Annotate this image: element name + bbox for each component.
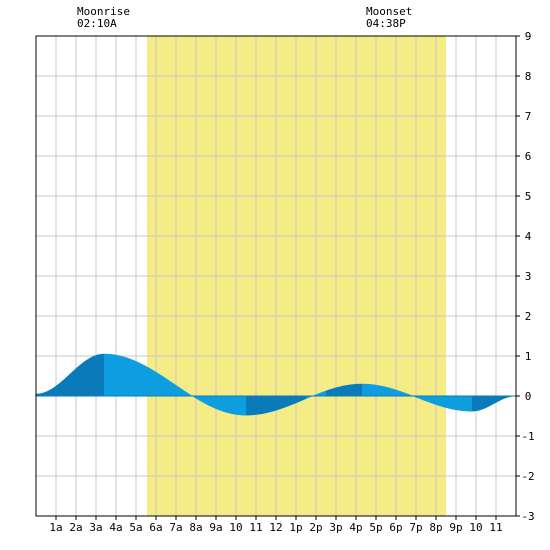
moonset-label: Moonset 04:38P [366, 6, 412, 30]
y-tick-label: 9 [525, 30, 532, 43]
tide-segment [195, 395, 217, 410]
x-axis-ticks: 1a 2a 3a 4a 5a 6a 7a 8a 9a 10 11 12 1p 2p 3p 4p 5p 6p 7p 8p… [49, 516, 503, 534]
x-tick-label: 6p [389, 521, 402, 534]
y-tick-label: 7 [525, 110, 532, 123]
y-tick-label: -2 [521, 470, 534, 483]
x-tick-label: 8p [429, 521, 442, 534]
y-tick-label: 3 [525, 270, 532, 283]
y-tick-label: 1 [525, 350, 532, 363]
x-tick-label: 11 [489, 521, 502, 534]
x-tick-label: 5a [129, 521, 142, 534]
moonrise-label: Moonrise 02:10A [77, 6, 130, 30]
x-tick-label: 8a [189, 521, 202, 534]
tide-segment [135, 360, 157, 397]
x-tick-label: 6a [149, 521, 162, 534]
tide-segment-dark [472, 396, 516, 412]
x-tick-label: 10 [229, 521, 242, 534]
x-tick-label: 9p [449, 521, 462, 534]
moonset-title: Moonset [366, 5, 413, 18]
x-tick-label: 2p [309, 521, 322, 534]
y-tick-label: 5 [525, 190, 532, 203]
moonrise-time: 02:10A [77, 17, 117, 30]
tide-segment [175, 384, 197, 399]
tide-area [36, 353, 516, 416]
tide-segment-dark [246, 396, 306, 416]
y-tick-label: -3 [521, 510, 534, 523]
x-tick-label: 7a [169, 521, 182, 534]
x-tick-label: 4p [349, 521, 362, 534]
x-tick-label: 2a [69, 521, 82, 534]
tide-segment [215, 395, 237, 415]
y-tick-label: -1 [521, 430, 534, 443]
x-tick-label: 3a [89, 521, 102, 534]
x-tick-label: 11 [249, 521, 262, 534]
tide-segment [435, 395, 457, 411]
x-tick-label: 1a [49, 521, 62, 534]
x-tick-label: 9a [209, 521, 222, 534]
x-tick-label: 7p [409, 521, 422, 534]
x-tick-label: 12 [269, 521, 282, 534]
y-axis-ticks: 9 8 7 6 5 4 3 2 1 0 -1 -2 -3 [516, 30, 535, 523]
tide-segment [455, 395, 477, 412]
y-tick-label: 4 [525, 230, 532, 243]
tide-segment [375, 384, 397, 397]
tide-segment [155, 371, 177, 397]
x-tick-label: 10 [469, 521, 482, 534]
grid-lines [36, 36, 516, 516]
tide-segment [115, 354, 137, 397]
tide-segment-dark [36, 354, 104, 396]
y-tick-label: 2 [525, 310, 532, 323]
x-tick-label: 1p [289, 521, 302, 534]
y-tick-label: 8 [525, 70, 532, 83]
x-tick-label: 3p [329, 521, 342, 534]
tide-segment [395, 389, 417, 398]
moonrise-title: Moonrise [77, 5, 130, 18]
tide-segment [415, 395, 437, 405]
x-tick-label: 4a [109, 521, 122, 534]
y-tick-label: 0 [525, 390, 532, 403]
moonset-time: 04:38P [366, 17, 406, 30]
y-tick-label: 6 [525, 150, 532, 163]
x-tick-label: 5p [369, 521, 382, 534]
tide-segment-dark [326, 384, 362, 396]
